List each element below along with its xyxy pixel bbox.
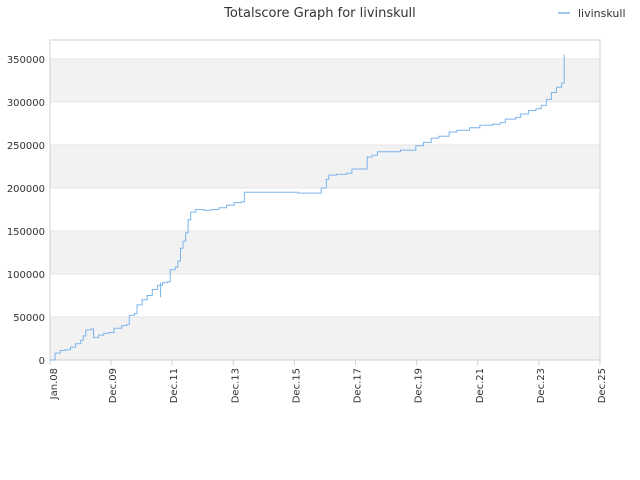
y-tick-label: 250000 xyxy=(7,141,45,152)
chart-title: Totalscore Graph for livinskull xyxy=(223,6,416,21)
plot-band xyxy=(50,101,600,145)
plot-band xyxy=(50,230,600,274)
x-tick-label: Dec.13 xyxy=(230,368,241,403)
x-axis: Jan.08 Dec.09 Dec.11 Dec.13 Dec.15 Dec.17 Dec.… xyxy=(49,360,608,403)
plot-background xyxy=(50,40,600,360)
x-tick-label: Jan.08 xyxy=(49,368,60,400)
x-tick-label: Dec.17 xyxy=(353,368,364,403)
y-tick-label: 0 xyxy=(39,356,45,367)
series-layer xyxy=(50,54,565,361)
y-tick-label: 150000 xyxy=(7,227,45,238)
x-tick-label: Dec.15 xyxy=(291,368,302,403)
x-tick-label: Dec.23 xyxy=(536,368,547,403)
y-tick-label: 300000 xyxy=(7,98,45,109)
x-tick-label: Dec.25 xyxy=(597,368,608,403)
plot-band xyxy=(50,273,600,317)
y-tick-label: 100000 xyxy=(7,270,45,281)
plot-band xyxy=(50,316,600,360)
x-tick-label: Dec.09 xyxy=(108,368,119,403)
y-tick-label: 350000 xyxy=(7,55,45,66)
x-tick-label: Dec.21 xyxy=(475,368,486,403)
plot-band xyxy=(50,58,600,102)
plot-band xyxy=(50,187,600,231)
x-tick-label: Dec.19 xyxy=(414,368,425,403)
y-axis: 0 50000 100000 150000 200000 250000 300000 3500… xyxy=(7,55,45,367)
plot-band xyxy=(50,144,600,188)
series-line-livinskull xyxy=(50,54,565,361)
x-tick-label: Dec.11 xyxy=(169,368,180,403)
legend-label-livinskull: livinskull xyxy=(578,7,626,20)
legend[interactable]: livinskull xyxy=(558,7,626,20)
plot-frame xyxy=(49,39,601,361)
plot-band xyxy=(50,40,600,59)
y-tick-label: 50000 xyxy=(13,313,45,324)
y-tick-label: 200000 xyxy=(7,184,45,195)
